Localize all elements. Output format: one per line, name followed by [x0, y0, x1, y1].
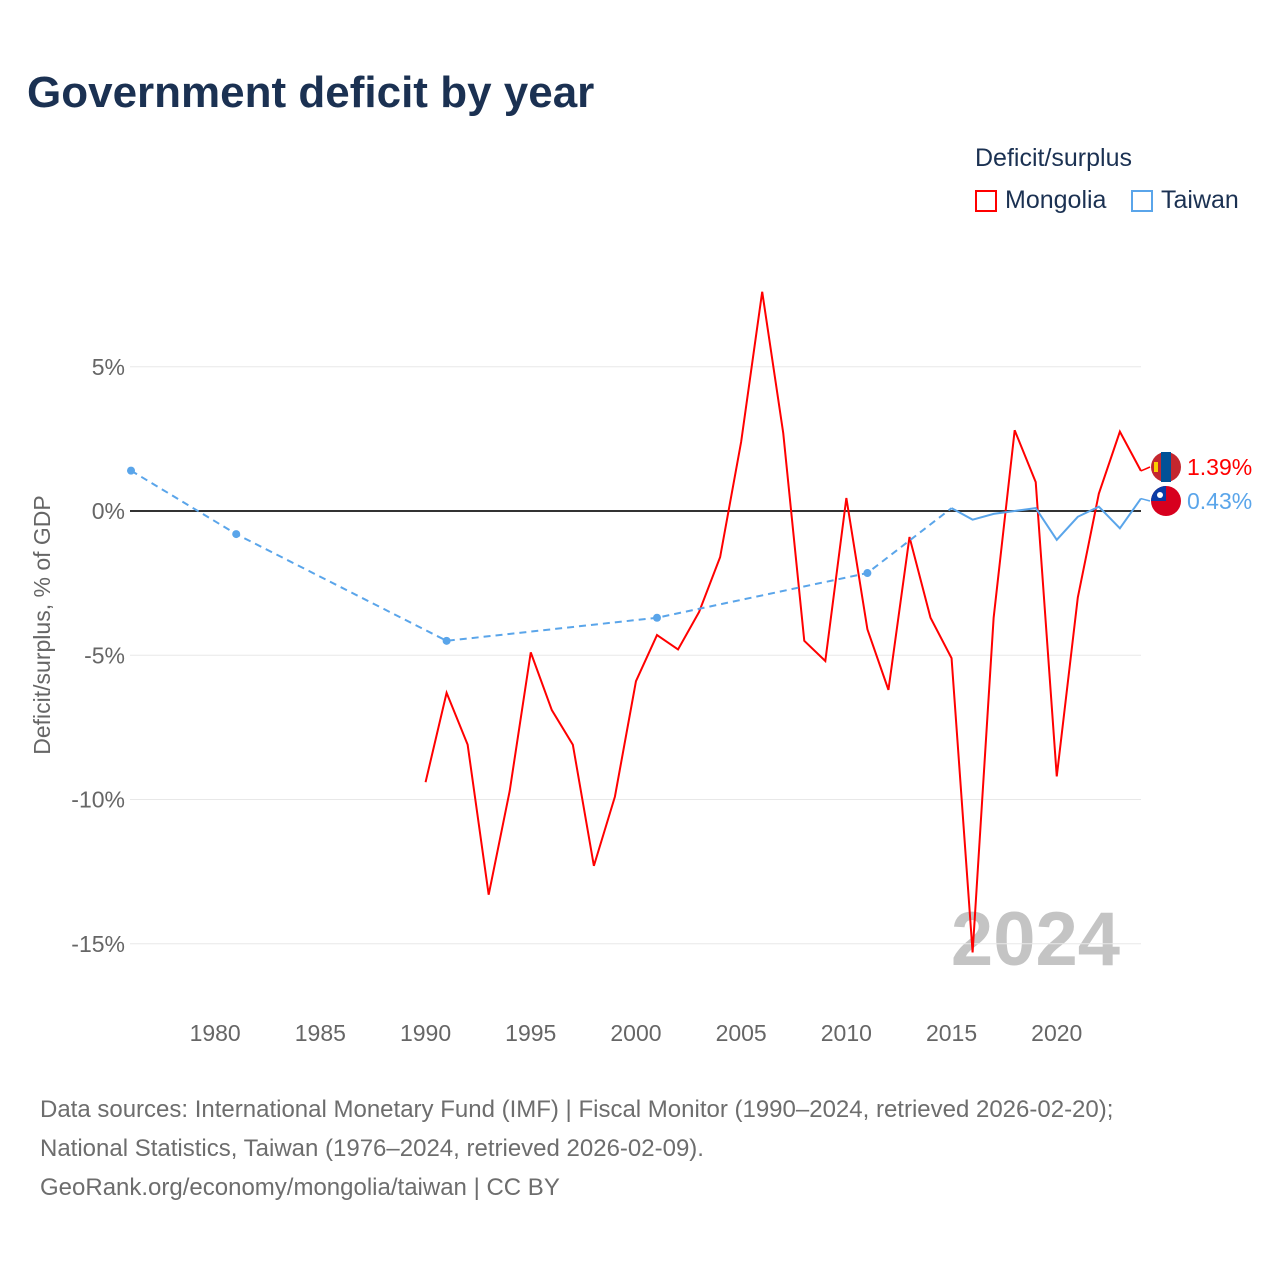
- sources: Data sources: International Monetary Fun…: [40, 1090, 1113, 1207]
- x-tick-label: 2020: [1031, 1020, 1082, 1046]
- legend-label: Mongolia: [1005, 186, 1107, 214]
- x-tick-label: 2015: [926, 1020, 977, 1046]
- year-watermark: 2024: [951, 897, 1120, 982]
- series-line-dashed-taiwan: [130, 469, 953, 642]
- data-point: [653, 613, 661, 622]
- y-tick-label: -15%: [71, 931, 125, 957]
- legend-item-taiwan[interactable]: Taiwan: [1131, 186, 1239, 215]
- y-tick-label: -10%: [71, 787, 125, 813]
- x-tick-label: 2000: [610, 1020, 661, 1046]
- end-connector: [1140, 497, 1151, 502]
- legend-swatch: [975, 189, 997, 212]
- series-line-mongolia: [424, 291, 1142, 953]
- legend-swatch: [1131, 189, 1153, 212]
- y-axis-label: Deficit/surplus, % of GDP: [29, 495, 55, 754]
- line-chart: 2024 5% 0% -5% -10% -15% 1980 1985 1990 1995 2000 2…: [29, 291, 1252, 1046]
- x-tick-label: 1985: [295, 1020, 346, 1046]
- y-tick-label: 5%: [92, 354, 125, 380]
- end-value-label: 1.39%: [1187, 454, 1252, 480]
- x-tick-label: 2010: [821, 1020, 872, 1046]
- source-line: Data sources: International Monetary Fun…: [40, 1096, 1114, 1123]
- flag-sun: [1157, 492, 1163, 498]
- flag-soyombo: [1154, 462, 1158, 472]
- end-connector: [1140, 466, 1151, 472]
- x-tick-label: 2005: [716, 1020, 767, 1046]
- y-tick-label: 0%: [92, 498, 125, 524]
- x-tick-label: 1990: [400, 1020, 451, 1046]
- data-point: [127, 466, 135, 475]
- legend-title: Deficit/surplus: [975, 144, 1132, 172]
- source-link[interactable]: GeoRank.org/economy/mongolia/taiwan | CC…: [40, 1174, 560, 1201]
- data-point: [232, 530, 241, 539]
- series-line-taiwan: [951, 498, 1142, 542]
- y-tick-label: -5%: [84, 642, 125, 668]
- legend-item-mongolia[interactable]: Mongolia: [975, 186, 1106, 215]
- legend-label: Taiwan: [1161, 186, 1239, 214]
- flag-stripe: [1161, 452, 1171, 482]
- x-tick-label: 1980: [190, 1020, 241, 1046]
- page-title: Government deficit by year: [27, 68, 595, 117]
- source-line: National Statistics, Taiwan (1976–2024, …: [40, 1135, 704, 1162]
- end-value-label: 0.43%: [1187, 488, 1252, 514]
- x-tick-label: 1995: [505, 1020, 556, 1046]
- data-point: [863, 569, 872, 578]
- data-point: [442, 636, 451, 645]
